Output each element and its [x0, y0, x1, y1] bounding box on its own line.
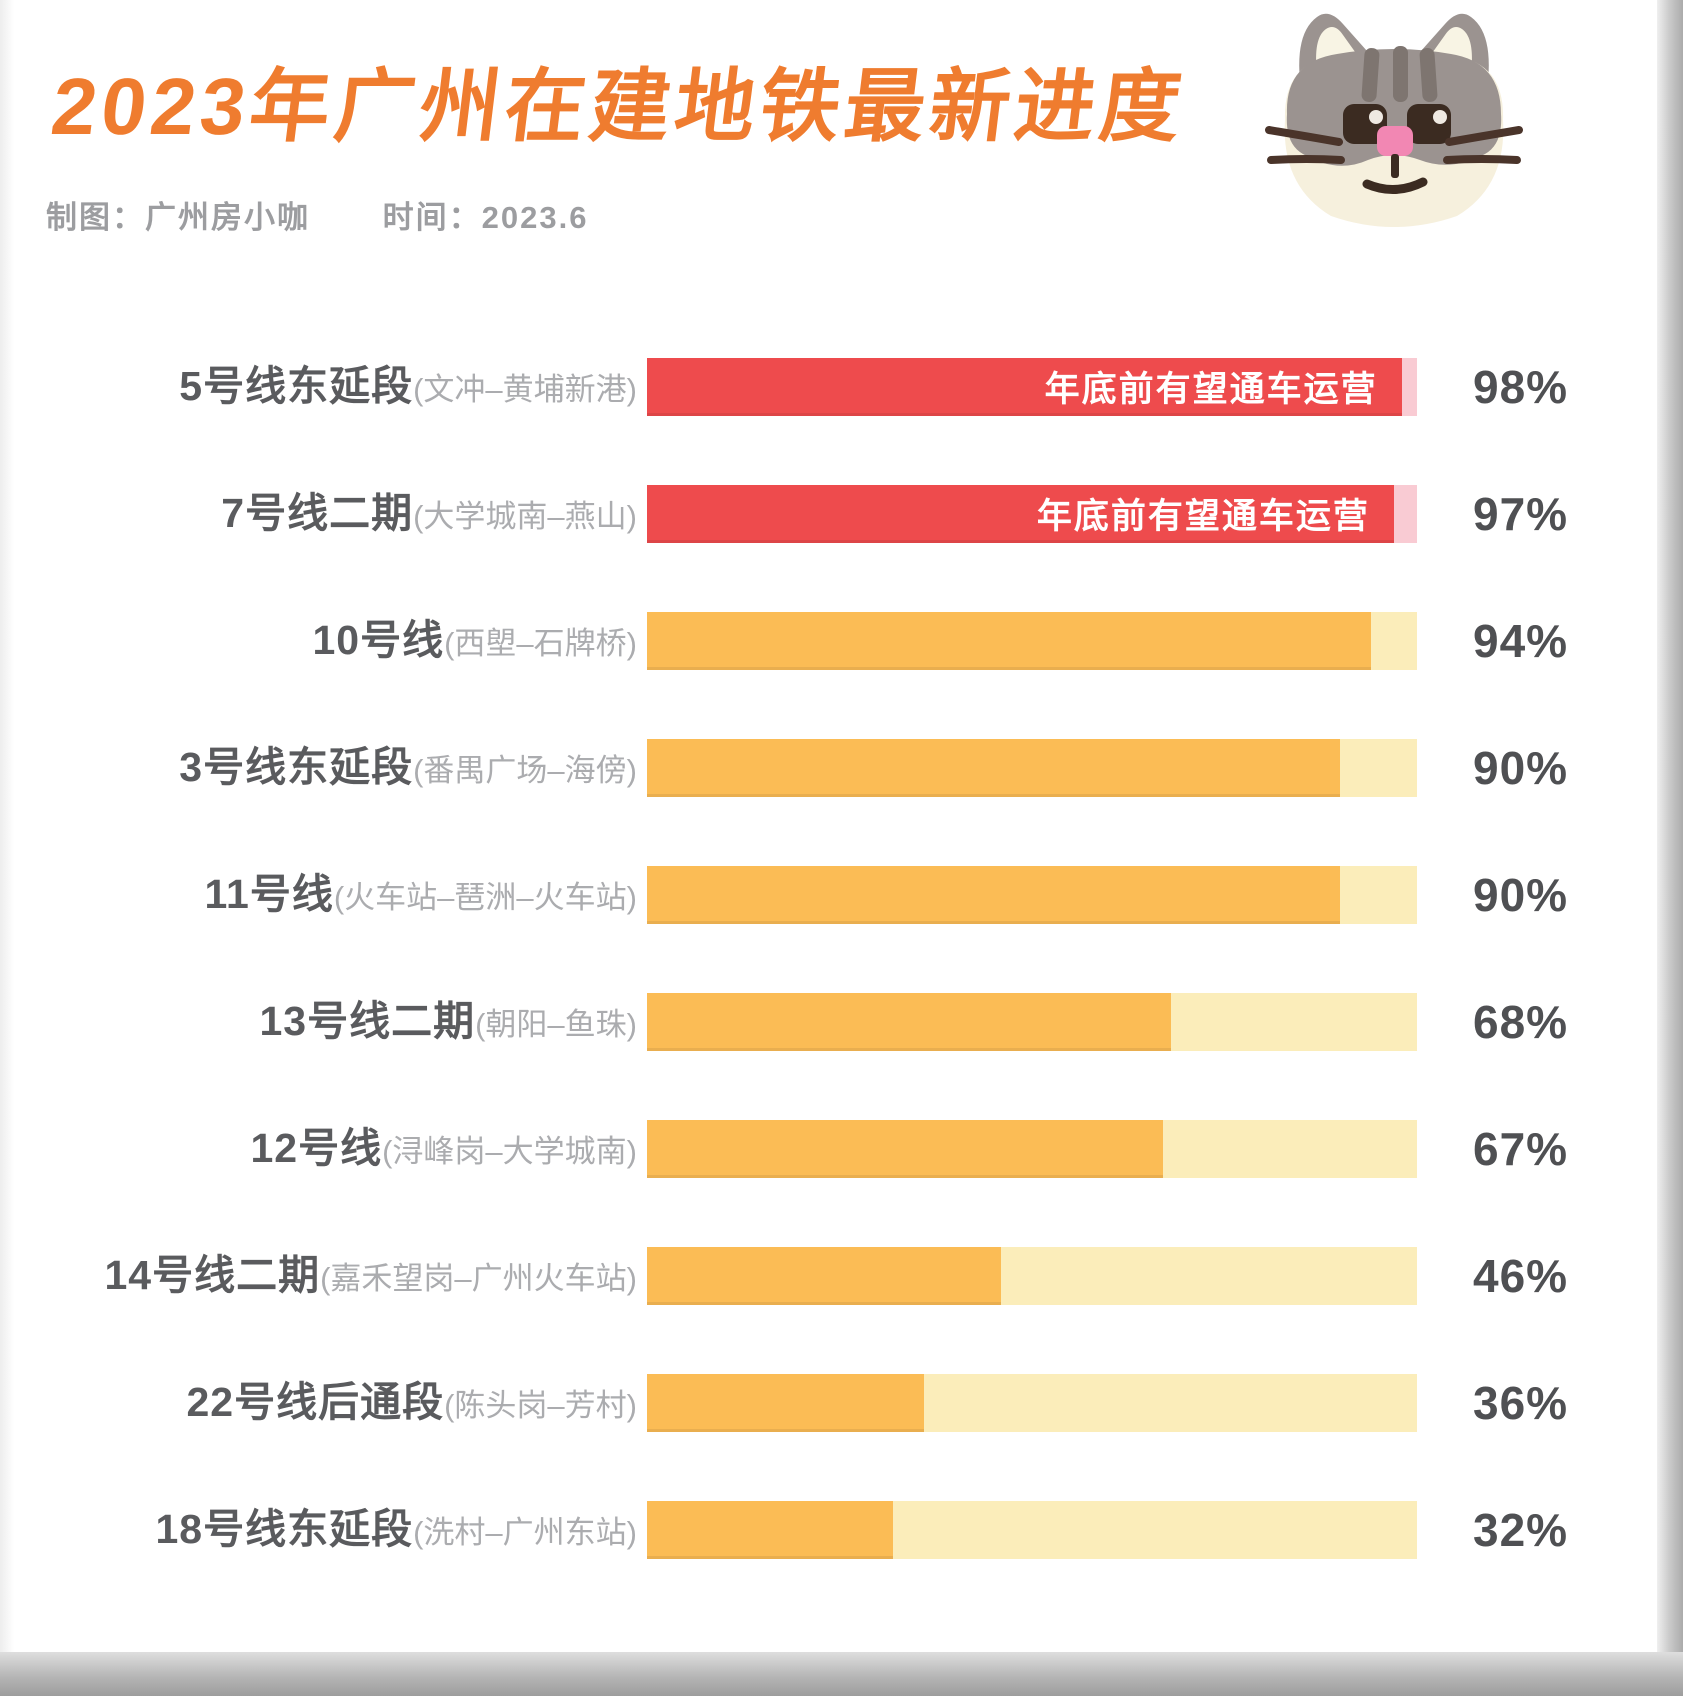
progress-track [647, 1246, 1417, 1305]
line-section: (朝阳–鱼珠) [475, 1007, 637, 1042]
line-section: (洗村–广州东站) [413, 1515, 637, 1550]
line-name: 14号线二期 [104, 1252, 321, 1298]
credit-text: 制图：广州房小咖 [46, 200, 310, 235]
chart-rows: 5号线东延段(文冲–黄埔新港) 年底前有望通车运营 98% 7号线二期(大学城南… [47, 323, 1637, 1593]
progress-track [647, 611, 1417, 670]
chart-row: 7号线二期(大学城南–燕山) 年底前有望通车运营 97% [47, 450, 1637, 577]
line-section: (番禺广场–海傍) [413, 753, 637, 788]
percent-label: 68% [1473, 995, 1569, 1048]
line-name: 22号线后通段 [186, 1379, 445, 1425]
line-section: (陈头岗–芳村) [444, 1388, 637, 1423]
progress-track [647, 1373, 1417, 1432]
cat-icon [1265, 13, 1523, 227]
meta-line: 制图：广州房小咖 时间：2023.6 [46, 192, 1179, 237]
row-label: 22号线后通段(陈头岗–芳村) [47, 1382, 647, 1423]
progress-track: 年底前有望通车运营 [647, 484, 1417, 543]
line-section: (文冲–黄埔新港) [413, 372, 637, 407]
progress-fill [647, 611, 1371, 670]
percent-label: 90% [1473, 741, 1569, 794]
percent-label: 98% [1473, 360, 1569, 413]
chart-row: 13号线二期(朝阳–鱼珠) 68% [47, 958, 1637, 1085]
line-name: 3号线东延段 [179, 744, 414, 790]
percent-label: 97% [1473, 487, 1569, 540]
progress-fill [647, 738, 1340, 797]
progress-fill [647, 1500, 894, 1559]
line-section: (西塱–石牌桥) [444, 626, 637, 661]
chart-row: 10号线(西塱–石牌桥) 94% [47, 577, 1637, 704]
line-name: 13号线二期 [259, 998, 476, 1044]
line-section: (火车站–琶洲–火车站) [333, 880, 637, 915]
row-label: 7号线二期(大学城南–燕山) [47, 493, 647, 534]
page-title: 2023年广州在建地铁最新进度 [46, 62, 1191, 151]
chart-row: 14号线二期(嘉禾望岗–广州火车站) 46% [47, 1212, 1637, 1339]
line-section: (大学城南–燕山) [413, 499, 637, 534]
percent-label: 46% [1473, 1249, 1569, 1302]
percent-label: 32% [1473, 1503, 1569, 1556]
percent-label: 67% [1473, 1122, 1569, 1175]
line-section: (嘉禾望岗–广州火车站) [320, 1261, 637, 1296]
percent-label: 94% [1473, 614, 1569, 667]
progress-track [647, 992, 1417, 1051]
chart-row: 18号线东延段(洗村–广州东站) 32% [47, 1466, 1637, 1593]
progress-track [647, 865, 1417, 924]
line-section: (浔峰岗–大学城南) [382, 1134, 637, 1169]
progress-chart: 5号线东延段(文冲–黄埔新港) 年底前有望通车运营 98% 7号线二期(大学城南… [47, 323, 1637, 1593]
line-name: 5号线东延段 [179, 363, 414, 409]
progress-fill [647, 1373, 925, 1432]
line-name: 11号线 [204, 871, 334, 917]
page-edge-left [0, 0, 14, 1696]
page-edge-shadow-bottom [0, 1652, 1683, 1696]
row-label: 3号线东延段(番禺广场–海傍) [47, 747, 647, 788]
row-label: 11号线(火车站–琶洲–火车站) [47, 874, 647, 915]
row-label: 10号线(西塱–石牌桥) [47, 620, 647, 661]
progress-track [647, 1500, 1417, 1559]
page-edge-shadow-right [1657, 0, 1683, 1696]
line-name: 12号线 [250, 1125, 383, 1171]
progress-fill [647, 1246, 1002, 1305]
progress-fill: 年底前有望通车运营 [647, 484, 1394, 543]
chart-row: 12号线(浔峰岗–大学城南) 67% [47, 1085, 1637, 1212]
progress-fill: 年底前有望通车运营 [647, 357, 1402, 416]
row-label: 18号线东延段(洗村–广州东站) [47, 1509, 647, 1550]
row-label: 5号线东延段(文冲–黄埔新港) [47, 366, 647, 407]
percent-label: 36% [1473, 1376, 1569, 1429]
chart-row: 3号线东延段(番禺广场–海傍) 90% [47, 704, 1637, 831]
progress-fill [647, 865, 1340, 924]
progress-track: 年底前有望通车运营 [647, 357, 1417, 416]
chart-row: 11号线(火车站–琶洲–火车站) 90% [47, 831, 1637, 958]
chart-row: 5号线东延段(文冲–黄埔新港) 年底前有望通车运营 98% [47, 323, 1637, 450]
row-label: 14号线二期(嘉禾望岗–广州火车站) [47, 1255, 647, 1296]
row-label: 12号线(浔峰岗–大学城南) [47, 1128, 647, 1169]
percent-label: 90% [1473, 868, 1569, 921]
line-name: 18号线东延段 [155, 1506, 414, 1552]
progress-fill [647, 992, 1171, 1051]
bar-annotation: 年底前有望通车运营 [1044, 370, 1378, 409]
row-label: 13号线二期(朝阳–鱼珠) [47, 1001, 647, 1042]
bar-annotation: 年底前有望通车运营 [1036, 497, 1370, 536]
progress-track [647, 1119, 1417, 1178]
line-name: 7号线二期 [221, 490, 414, 536]
line-name: 10号线 [312, 617, 445, 663]
header: 2023年广州在建地铁最新进度 制图：广州房小咖 时间：2023.6 [46, 42, 1191, 237]
progress-fill [647, 1119, 1163, 1178]
chart-row: 22号线后通段(陈头岗–芳村) 36% [47, 1339, 1637, 1466]
progress-track [647, 738, 1417, 797]
date-text: 时间：2023.6 [382, 200, 589, 235]
